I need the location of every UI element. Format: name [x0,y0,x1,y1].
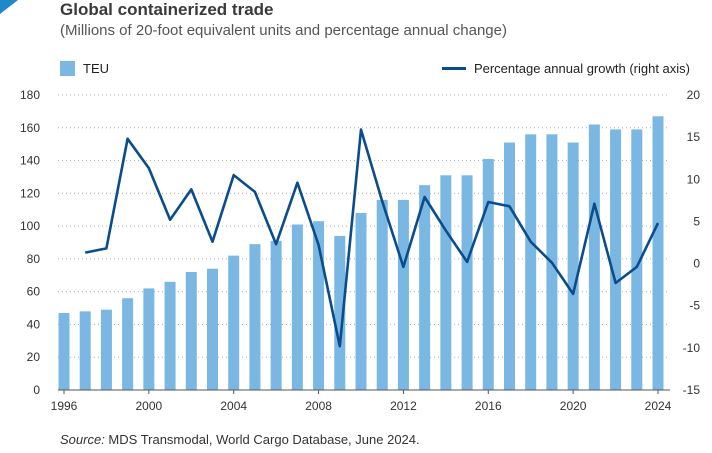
source-text: MDS Transmodal, World Cargo Database, Ju… [104,432,420,447]
y-left-tick-label: 180 [20,88,40,102]
x-tick-label: 2020 [560,399,587,413]
legend-line-swatch [441,67,466,70]
bar [79,311,91,390]
x-tick-label: 2024 [645,399,672,413]
legend-growth: Percentage annual growth (right axis) [441,61,690,76]
chart-title: Global containerized trade [60,0,274,19]
y-right-tick-label: 15 [687,130,701,144]
bar [270,240,282,390]
y-left-tick-label: 0 [33,383,40,397]
x-tick-label: 2008 [305,399,332,413]
bar [291,224,303,390]
y-left-tick-label: 80 [27,252,41,266]
x-tick-label: 1996 [51,399,78,413]
bar [355,213,367,390]
legend-teu-label: TEU [83,61,109,76]
bar [228,255,240,390]
bar [610,129,622,390]
y-right-tick-label: -10 [683,341,701,355]
legend-growth-label: Percentage annual growth (right axis) [473,61,690,76]
bar [164,281,176,390]
y-left-tick-label: 20 [27,350,41,364]
bar [440,175,452,390]
y-left-tick-label: 100 [20,219,40,233]
y-left-tick-label: 120 [20,186,40,200]
bar [397,199,409,390]
legend-bar-swatch [60,61,75,76]
bar [419,185,431,390]
y-right-tick-label: 5 [693,214,700,228]
y-left-tick-label: 160 [20,121,40,135]
bar [631,129,643,390]
source-label: Source: [60,432,105,447]
bar [334,235,346,390]
y-right-tick-label: -15 [683,383,701,397]
x-tick-label: 2012 [390,399,417,413]
x-tick-label: 2016 [475,399,502,413]
line-series [84,128,660,348]
bar [58,312,70,390]
y-left-tick-label: 40 [27,317,41,331]
bar [652,116,664,391]
y-right-tick-label: 0 [693,257,700,271]
source-note: Source: MDS Transmodal, World Cargo Data… [60,432,420,447]
axes: 0 20 40 60 80 100 120 140 160 180 -15 -10 -5 0 5 10 15 20… [20,88,700,413]
bar [249,244,261,390]
bar [525,134,537,390]
y-right-tick-label: 10 [687,172,701,186]
y-left-tick-label: 140 [20,154,40,168]
bar [100,309,112,390]
x-tick-label: 2000 [136,399,163,413]
bar [122,298,134,390]
bar [482,158,494,390]
bar [567,142,579,390]
y-right-tick-label: -5 [689,299,700,313]
x-tick-label: 2004 [220,399,247,413]
corner-accent-mark [0,0,18,14]
legend-teu: TEU [60,61,109,76]
bar [143,288,155,390]
y-right-tick-label: 20 [687,88,701,102]
bar [313,221,325,390]
growth-line [84,128,660,348]
bar [207,268,218,390]
bar [588,124,600,390]
bar [376,199,388,390]
y-left-tick-label: 60 [27,285,41,299]
bar-series [58,116,664,391]
chart-subtitle: (Millions of 20-foot equivalent units an… [60,22,507,39]
bar [461,175,473,390]
bar [185,272,197,390]
bar [504,142,515,390]
